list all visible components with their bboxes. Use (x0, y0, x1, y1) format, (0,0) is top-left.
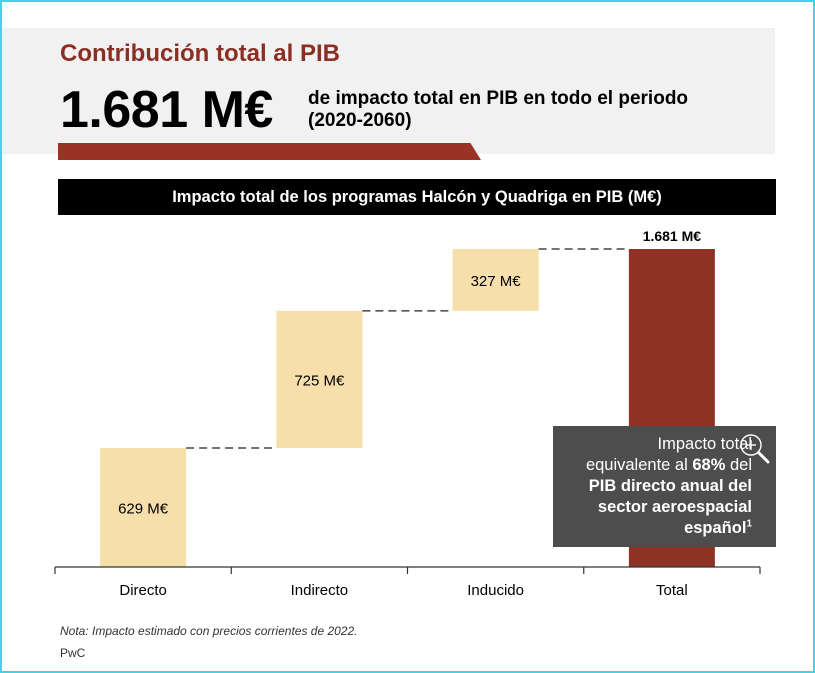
header-title: Contribución total al PIB (60, 40, 340, 67)
data-label-indirecto: 725 M€ (294, 372, 345, 389)
source-text: PwC (60, 646, 86, 660)
bar-indirecto (276, 310, 363, 449)
callout-line-1: Impacto total (657, 435, 752, 453)
tick-label-directo: Directo (119, 582, 167, 599)
callout-line-4-text: sector aeroespacial (597, 498, 752, 516)
header-value: 1.681 M€ (60, 81, 273, 139)
callout-percentage: 68% (692, 456, 726, 474)
header-accent-bar (58, 143, 481, 160)
data-label-total: 1.681 M€ (643, 228, 702, 244)
chart-title: Impacto total de los programas Halcón y … (58, 179, 776, 215)
bar-inducido (452, 249, 539, 311)
tick-label-indirecto: Indirecto (291, 582, 349, 599)
data-label-inducido: 327 M€ (471, 273, 522, 290)
data-label-directo: 629 M€ (118, 501, 169, 518)
header-panel (2, 28, 775, 154)
callout-line-3: PIB directo anual del (563, 476, 752, 497)
callout-line-2-prefix: equivalente al (585, 456, 693, 474)
header-description: de impacto total en PIB en todo el perio… (308, 88, 689, 131)
callout-line-2: equivalente al 68% del (563, 455, 752, 476)
tick-label-total: Total (656, 582, 688, 599)
callout-line-3-text: PIB directo anual del (588, 477, 752, 495)
callout-line-4: sector aeroespacial (563, 497, 752, 518)
callout-box: Impacto total equivalente al 68% del PIB… (553, 426, 776, 547)
tick-label-inducido: Inducido (467, 582, 524, 599)
callout-line-5: español1 (563, 518, 752, 539)
footnote-text: Nota: Impacto estimado con precios corri… (60, 624, 358, 638)
callout-line-2-suffix: del (725, 456, 752, 474)
callout-line-5-text: español (684, 519, 747, 537)
zoom-in-icon[interactable] (737, 431, 771, 465)
bar-directo (100, 448, 187, 567)
footnote-mark: 1 (746, 518, 752, 530)
